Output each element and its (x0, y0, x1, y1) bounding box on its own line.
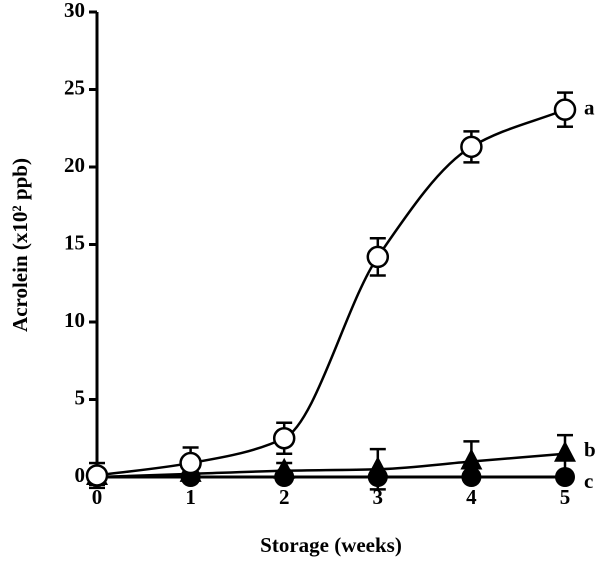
marker (554, 440, 576, 462)
x-tick-label: 3 (373, 485, 384, 509)
series-line (96, 452, 566, 479)
series-label: c (584, 469, 593, 493)
x-tick-label: 4 (466, 485, 477, 509)
series-line (96, 108, 566, 477)
x-tick-label: 2 (279, 485, 290, 509)
marker (179, 451, 202, 475)
marker (553, 98, 577, 121)
y-tick-label: 15 (64, 230, 85, 254)
series-label: b (584, 438, 596, 462)
marker (460, 448, 483, 470)
series-label: a (584, 95, 595, 119)
marker (460, 135, 483, 159)
x-tick-label: 1 (185, 485, 196, 509)
y-tick-label: 25 (64, 75, 85, 99)
marker (366, 456, 389, 478)
y-tick-label: 10 (64, 308, 85, 332)
y-tick-label: 30 (64, 0, 85, 22)
marker (366, 245, 390, 269)
x-axis-label: Storage (weeks) (260, 533, 402, 557)
x-tick-label: 0 (92, 485, 103, 509)
y-tick-label: 5 (75, 385, 86, 409)
y-axis-label: Acrolein (x10² ppb) (8, 158, 32, 332)
marker (272, 427, 296, 450)
y-tick-label: 20 (64, 153, 85, 177)
marker (85, 464, 109, 487)
y-tick-label: 0 (75, 463, 86, 487)
marker (273, 457, 296, 479)
x-tick-label: 5 (560, 485, 571, 509)
